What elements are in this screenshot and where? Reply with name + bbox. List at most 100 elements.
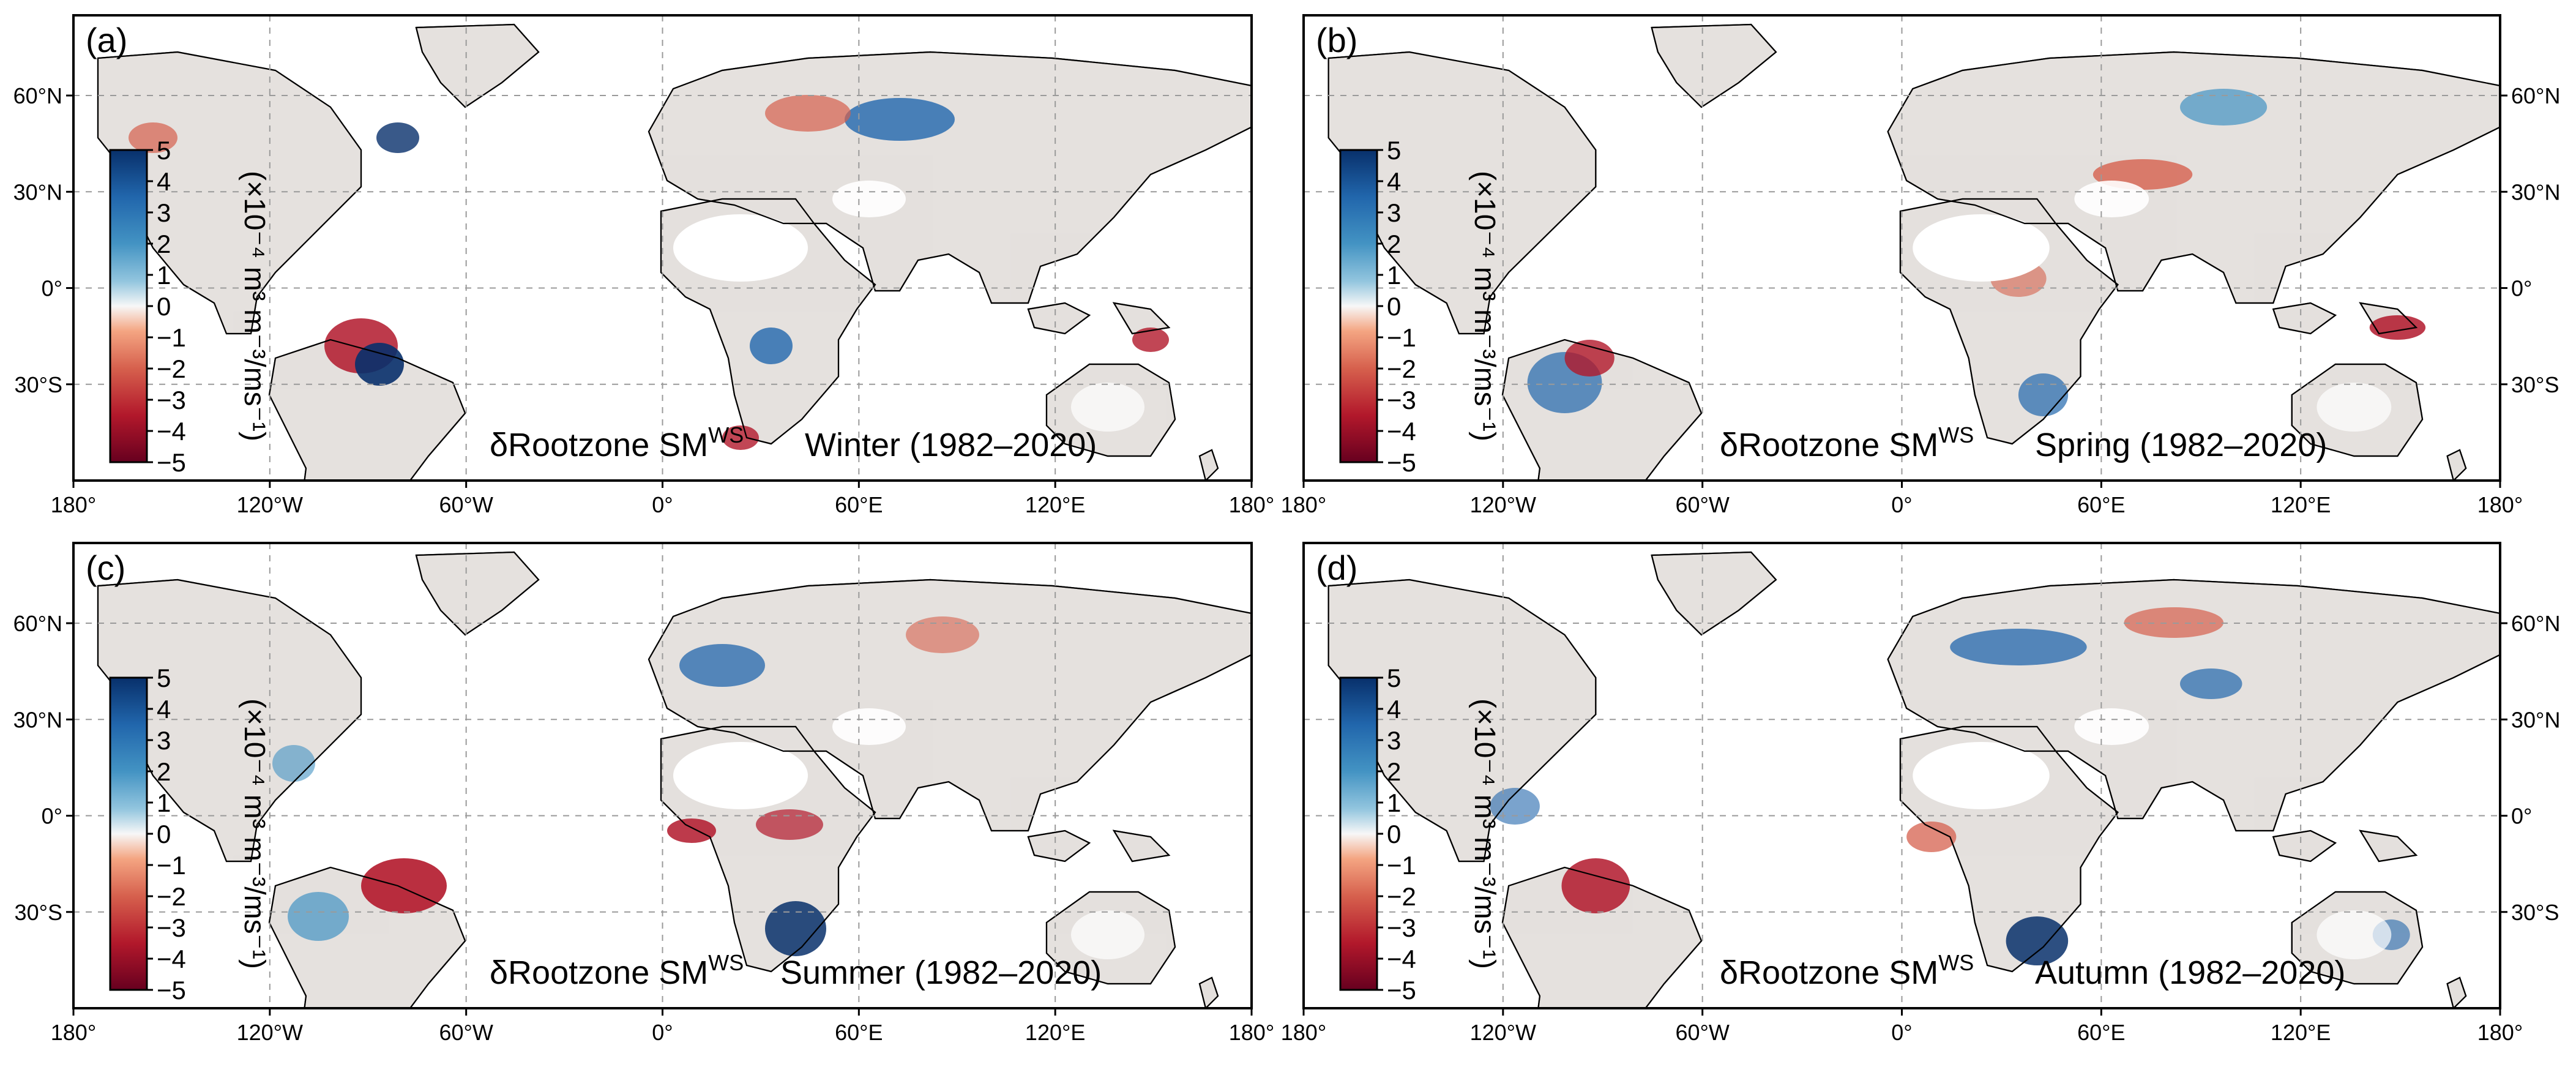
colorbar-tick-label: 2 xyxy=(1387,230,1401,258)
variable-title: δRootzone SMWS xyxy=(1720,950,1974,991)
lon-tick-label: 0° xyxy=(1891,1020,1912,1045)
colorbar-tick-label: −4 xyxy=(157,945,186,973)
lon-tick-label: 180° xyxy=(1229,492,1274,517)
lon-tick-label: 120°W xyxy=(1470,1020,1536,1045)
colorbar-tick-label: 0 xyxy=(157,292,171,321)
colorbar-unit-label: (×10⁻⁴ m³ m⁻³/ms⁻¹) xyxy=(1468,171,1501,441)
season-title: Spring (1982–2020) xyxy=(2035,427,2327,463)
lon-tick-label: 60°E xyxy=(835,1020,883,1045)
season-title: Autumn (1982–2020) xyxy=(2035,954,2345,991)
colorbar-tick-label: −2 xyxy=(157,354,186,383)
colorbar-tick-label: −2 xyxy=(1387,354,1416,383)
colorbar-unit-label: (×10⁻⁴ m³ m⁻³/ms⁻¹) xyxy=(1468,698,1501,969)
lon-tick-label: 60°W xyxy=(439,1020,493,1045)
lon-tick-label: 180° xyxy=(51,492,96,517)
lat-tick-label: 0° xyxy=(2511,276,2532,301)
lon-tick-label: 180° xyxy=(1281,492,1326,517)
graticule xyxy=(1304,543,2500,1008)
lat-tick-label: 0° xyxy=(42,276,62,301)
colorbar-tick-label: −1 xyxy=(1387,851,1416,880)
variable-title: δRootzone SMWS xyxy=(490,422,744,463)
lon-tick-label: 60°E xyxy=(2077,492,2125,517)
colorbar-tick-label: 2 xyxy=(1387,757,1401,786)
lat-tick-label: 30°N xyxy=(2511,179,2560,204)
lon-tick-label: 0° xyxy=(652,1020,673,1045)
lat-tick-label: 0° xyxy=(42,804,62,829)
lon-tick-label: 180° xyxy=(1281,1020,1326,1045)
lat-tick-label: 30°N xyxy=(13,707,62,732)
colorbar-tick-label: −2 xyxy=(1387,882,1416,911)
colorbar-tick-label: −1 xyxy=(157,851,186,880)
lon-tick-label: 120°W xyxy=(1470,492,1536,517)
variable-superscript: WS xyxy=(1938,422,1974,447)
variable-superscript: WS xyxy=(708,950,744,975)
colorbar-tick-label: 5 xyxy=(1387,136,1401,165)
variable-title: δRootzone SMWS xyxy=(490,950,744,991)
colorbar-tick-label: 4 xyxy=(157,167,171,196)
colorbar-tick-label: −5 xyxy=(157,448,186,477)
lat-tick-label: 30°N xyxy=(13,179,62,204)
panel-label: (d) xyxy=(1316,548,1357,587)
lat-tick-label: 0° xyxy=(2511,804,2532,829)
colorbar-tick-label: −5 xyxy=(157,976,186,1005)
variable-superscript: WS xyxy=(1938,950,1974,975)
lat-tick-label: 60°N xyxy=(2511,611,2560,636)
colorbar-tick-label: 4 xyxy=(1387,167,1401,196)
colorbar-tick-label: 0 xyxy=(1387,820,1401,848)
colorbar-tick-label: 0 xyxy=(157,820,171,848)
colorbar xyxy=(109,676,148,991)
panel-c: 180° 120°W 60°W 0° 60°E 120°E 180°60°N30°N0°30… xyxy=(13,542,1274,1045)
colorbar-tick-label: −4 xyxy=(1387,417,1416,446)
lat-tick-label: 30°S xyxy=(15,900,62,925)
lon-tick-label: 120°W xyxy=(237,492,303,517)
colorbar-tick-label: 2 xyxy=(157,757,171,786)
colorbar xyxy=(1339,676,1378,991)
lon-tick-label: 0° xyxy=(652,492,673,517)
colorbar-tick-label: 5 xyxy=(157,136,171,165)
colorbar-tick-label: 5 xyxy=(1387,664,1401,692)
lon-tick-label: 60°W xyxy=(439,492,493,517)
lon-tick-label: 120°E xyxy=(1025,1020,1085,1045)
lon-tick-label: 60°E xyxy=(835,492,883,517)
land-mass xyxy=(97,551,1252,1008)
colorbar-tick-label: −4 xyxy=(1387,945,1416,973)
colorbar xyxy=(109,149,148,463)
lon-tick-label: 60°W xyxy=(1675,1020,1729,1045)
lon-tick-label: 0° xyxy=(1891,492,1912,517)
panel-b: 180° 120°W 60°W 0° 60°E 120°E 180°60°N30°N0°30… xyxy=(1281,14,2560,517)
lat-tick-label: 60°N xyxy=(13,83,62,108)
colorbar-tick-label: −5 xyxy=(1387,448,1416,477)
lon-tick-label: 180° xyxy=(1229,1020,1274,1045)
season-title: Winter (1982–2020) xyxy=(805,427,1097,463)
lon-tick-label: 120°E xyxy=(2271,1020,2331,1045)
lat-tick-label: 30°S xyxy=(2511,900,2559,925)
graticule xyxy=(1304,15,2500,481)
colorbar-tick-label: 3 xyxy=(1387,198,1401,227)
panel-label: (c) xyxy=(86,548,125,587)
colorbar-tick-label: −5 xyxy=(1387,976,1416,1005)
season-title: Summer (1982–2020) xyxy=(780,954,1102,991)
colorbar-unit-label: (×10⁻⁴ m³ m⁻³/ms⁻¹) xyxy=(238,171,271,441)
colorbar-tick-label: −2 xyxy=(157,882,186,911)
colorbar-tick-label: −1 xyxy=(157,323,186,352)
colorbar-tick-label: 3 xyxy=(157,198,171,227)
lat-tick-label: 30°N xyxy=(2511,707,2560,732)
lon-tick-label: 120°W xyxy=(237,1020,303,1045)
land-mass xyxy=(97,23,1252,481)
lat-tick-label: 60°N xyxy=(2511,83,2560,108)
lon-tick-label: 180° xyxy=(2477,1020,2523,1045)
colorbar-tick-label: −4 xyxy=(157,417,186,446)
graticule xyxy=(73,543,1252,1008)
colorbar-tick-label: 1 xyxy=(1387,261,1401,290)
lat-tick-label: 30°S xyxy=(2511,372,2559,397)
lon-tick-label: 180° xyxy=(51,1020,96,1045)
colorbar-tick-label: 5 xyxy=(157,664,171,692)
land-mass xyxy=(1327,551,2500,1008)
lat-tick-label: 30°S xyxy=(15,372,62,397)
colorbar-tick-label: 1 xyxy=(157,261,171,290)
lat-tick-label: 60°N xyxy=(13,611,62,636)
colorbar-tick-label: 3 xyxy=(157,726,171,755)
variable-superscript: WS xyxy=(708,422,744,447)
panel-a: 180° 120°W 60°W 0° 60°E 120°E 180°60°N30°N0°30… xyxy=(13,14,1274,517)
